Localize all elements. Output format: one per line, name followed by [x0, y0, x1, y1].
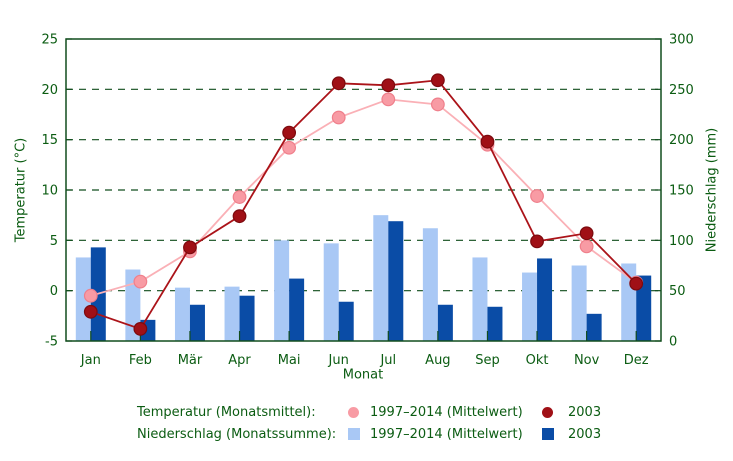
svg-text:5: 5 — [50, 234, 58, 249]
legend-label-temperature: Temperatur (Monatsmittel): — [137, 404, 316, 420]
y-axis-title-temperature: Temperatur (°C) — [13, 137, 29, 243]
svg-text:Sep: Sep — [475, 353, 500, 368]
line-temperatur-mittelwert — [83, 92, 644, 303]
svg-text:200: 200 — [669, 133, 694, 148]
svg-text:-5: -5 — [45, 335, 58, 350]
temperature-2003-marker-icon — [542, 406, 553, 418]
svg-text:15: 15 — [41, 133, 58, 148]
svg-text:0: 0 — [669, 335, 677, 350]
svg-text:300: 300 — [669, 33, 694, 48]
svg-text:Jul: Jul — [379, 353, 396, 368]
bars-niederschlag-mittelwert — [75, 215, 637, 341]
svg-text:Okt: Okt — [526, 353, 549, 368]
temperature-mean-marker-icon — [348, 406, 359, 418]
gridlines — [66, 88, 661, 292]
svg-text:25: 25 — [41, 33, 58, 48]
svg-text:50: 50 — [669, 284, 686, 299]
svg-text:Nov: Nov — [574, 353, 600, 368]
svg-text:Mär: Mär — [178, 353, 203, 368]
svg-text:Jan: Jan — [80, 353, 101, 368]
svg-text:Jun: Jun — [328, 353, 349, 368]
legend-entry-precipitation-mean: 1997–2014 (Mittelwert) — [370, 426, 523, 442]
legend-entry-temperature-2003: 2003 — [568, 404, 602, 420]
legend: Temperatur (Monatsmittel): 1997–2014 (Mi… — [137, 404, 601, 442]
line-temperatur-2003 — [83, 73, 644, 336]
precipitation-mean-marker-icon — [348, 428, 360, 440]
svg-text:0: 0 — [50, 284, 58, 299]
svg-text:20: 20 — [41, 83, 58, 98]
svg-text:Apr: Apr — [228, 353, 251, 368]
legend-row-temperature: Temperatur (Monatsmittel): 1997–2014 (Mi… — [137, 404, 601, 420]
svg-text:Dez: Dez — [624, 353, 649, 368]
legend-entry-temperature-mean: 1997–2014 (Mittelwert) — [370, 404, 523, 420]
svg-text:10: 10 — [41, 184, 58, 199]
plot-border — [65, 38, 662, 342]
svg-text:Aug: Aug — [425, 353, 450, 368]
bars-niederschlag-2003 — [90, 221, 652, 341]
precipitation-2003-marker-icon — [542, 428, 554, 440]
y-axis-title-precipitation: Niederschlag (mm) — [704, 127, 720, 253]
svg-text:250: 250 — [669, 83, 694, 98]
legend-label-precipitation: Niederschlag (Monatssumme): — [137, 426, 337, 442]
legend-entry-precipitation-2003: 2003 — [568, 426, 602, 442]
x-axis-title-month: Monat — [342, 367, 384, 383]
svg-text:Feb: Feb — [129, 353, 152, 368]
svg-text:100: 100 — [669, 234, 694, 249]
svg-text:150: 150 — [669, 184, 694, 199]
legend-row-precipitation: Niederschlag (Monatssumme): 1997–2014 (M… — [137, 426, 601, 442]
svg-text:Mai: Mai — [278, 353, 301, 368]
